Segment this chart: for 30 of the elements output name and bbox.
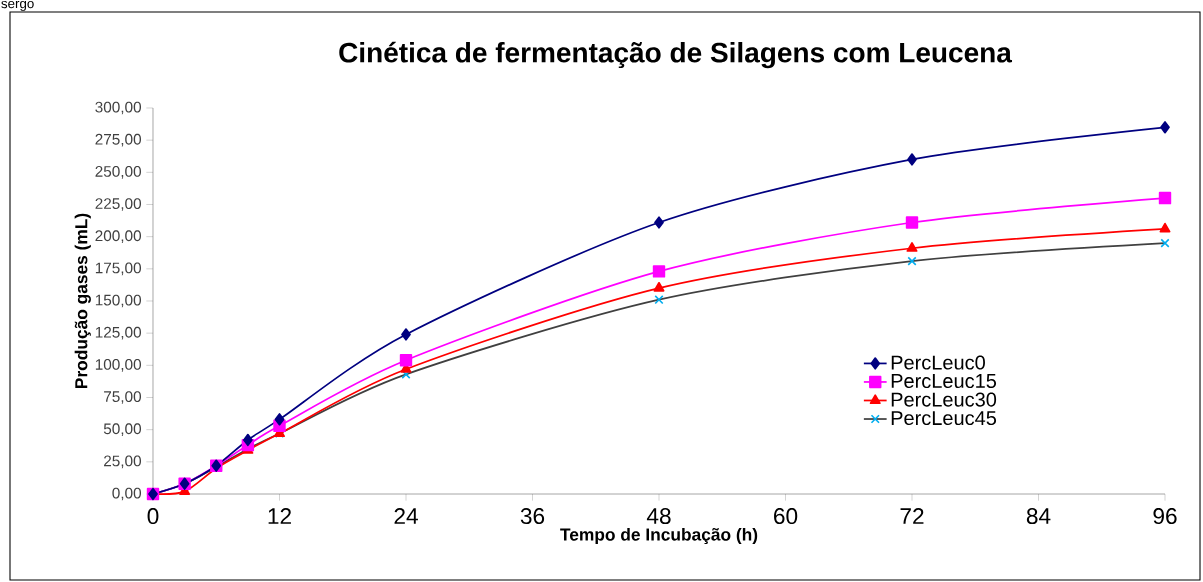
- y-tick-label: 25,00: [104, 455, 142, 469]
- x-tick-label: 60: [774, 508, 798, 525]
- y-tick-label: 150,00: [95, 294, 142, 308]
- x-axis-title: Tempo de Incubação (h): [560, 527, 758, 545]
- y-tick-label: 125,00: [95, 326, 142, 340]
- y-tick-label: 175,00: [95, 262, 142, 276]
- legend-label: PercLeuc30: [891, 392, 997, 407]
- y-axis-title: Produção gases (mL): [74, 213, 91, 388]
- y-tick-label: 75,00: [104, 391, 142, 404]
- x-tick-label: 24: [394, 508, 418, 524]
- y-tick-label: 0,00: [112, 487, 142, 501]
- y-tick-label: 225,00: [95, 198, 142, 211]
- legend-label: PercLeuc45: [891, 411, 997, 426]
- x-tick-label: 12: [268, 508, 291, 524]
- x-tick-label: 48: [646, 508, 671, 525]
- x-tick-label: 72: [900, 508, 924, 524]
- x-tick-label: 36: [520, 508, 545, 525]
- legend-label: PercLeuc15: [891, 374, 997, 389]
- y-tick-label: 300,00: [95, 101, 142, 115]
- y-tick-label: 275,00: [95, 133, 142, 147]
- y-tick-label: 250,00: [95, 166, 142, 179]
- x-tick-label: 0: [147, 508, 159, 525]
- legend-label: PercLeuc0: [891, 355, 985, 370]
- x-tick-label: 96: [1153, 508, 1177, 525]
- y-tick-label: 200,00: [95, 230, 142, 243]
- x-tick-label: 84: [1026, 508, 1051, 525]
- y-tick-label: 100,00: [95, 359, 142, 372]
- y-tick-label: 50,00: [103, 423, 142, 436]
- text: sergo: [1, 0, 34, 11]
- chart-title: Cinética de fermentação de Silagens com Leucena: [339, 41, 1013, 69]
